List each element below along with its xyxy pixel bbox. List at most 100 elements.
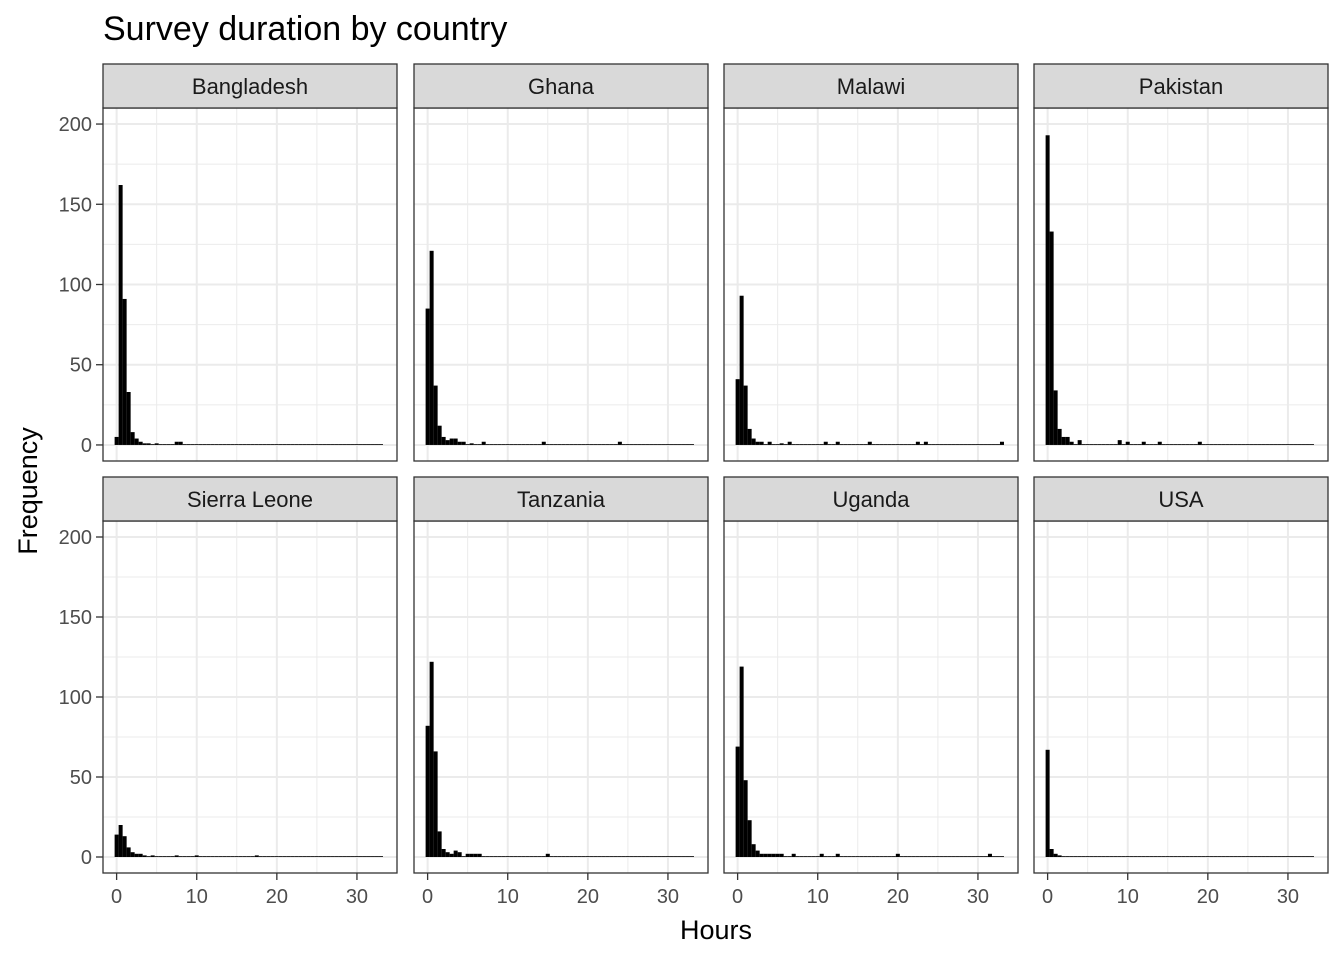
histogram-bar [429, 661, 434, 857]
histogram-bar [661, 444, 666, 445]
histogram-bar [823, 441, 828, 445]
histogram-bar [791, 444, 796, 445]
histogram-bar [282, 444, 287, 445]
histogram-bar [1285, 856, 1290, 857]
histogram-bar [907, 444, 912, 445]
histogram-bar [771, 444, 776, 445]
histogram-bar [118, 825, 123, 857]
histogram-bar [222, 444, 227, 445]
x-tick-label: 30 [1277, 886, 1299, 908]
histogram-bar [202, 444, 207, 445]
histogram-bar [1073, 444, 1078, 445]
histogram-bar [130, 432, 135, 445]
histogram-bar [621, 856, 626, 857]
histogram-bar [999, 856, 1004, 857]
histogram-bar [649, 856, 654, 857]
histogram-bar [190, 444, 195, 445]
histogram-bar [803, 444, 808, 445]
histogram-bar [629, 856, 634, 857]
histogram-bar [1297, 856, 1302, 857]
histogram-bar [274, 444, 279, 445]
histogram-bar [791, 853, 796, 857]
histogram-bar [362, 856, 367, 857]
histogram-bar [1245, 444, 1250, 445]
histogram-bar [525, 444, 530, 445]
histogram-bar [1189, 856, 1194, 857]
histogram-bar [1085, 444, 1090, 445]
histogram-bar [501, 856, 506, 857]
histogram-bar [645, 856, 650, 857]
histogram-bar [1301, 856, 1306, 857]
histogram-bar [803, 856, 808, 857]
histogram-bar [557, 856, 562, 857]
histogram-bar [114, 436, 119, 445]
histogram-bar [677, 444, 682, 445]
histogram-bar [1053, 390, 1058, 445]
histogram-bar [533, 856, 538, 857]
y-tick-label: 50 [70, 355, 92, 377]
histogram-bar [162, 856, 167, 857]
histogram-bar [815, 444, 820, 445]
histogram-bar [1057, 428, 1062, 445]
histogram-bar [453, 850, 458, 857]
histogram-bar [122, 836, 127, 857]
histogram-bar [1293, 444, 1298, 445]
histogram-bar [1137, 856, 1142, 857]
histogram-bar [629, 444, 634, 445]
histogram-bar [1309, 856, 1314, 857]
histogram-bar [469, 853, 474, 857]
histogram-bar [971, 444, 976, 445]
histogram-bar [1149, 856, 1154, 857]
histogram-bar [1085, 856, 1090, 857]
histogram-bar [763, 853, 768, 857]
histogram-bar [1193, 444, 1198, 445]
histogram-bar [461, 856, 466, 857]
histogram-bar [370, 444, 375, 445]
histogram-bar [1177, 856, 1182, 857]
histogram-bar [1261, 444, 1266, 445]
histogram-bar [222, 856, 227, 857]
histogram-bar [258, 856, 263, 857]
histogram-bar [537, 444, 542, 445]
histogram-bar [202, 856, 207, 857]
histogram-bar [306, 444, 311, 445]
histogram-bar [847, 444, 852, 445]
histogram-bar [1269, 856, 1274, 857]
chart-title: Survey duration by country [103, 10, 507, 48]
histogram-bar [955, 444, 960, 445]
histogram-bar [509, 856, 514, 857]
x-tick-label: 0 [111, 886, 122, 908]
histogram-bar [617, 856, 622, 857]
y-tick-label: 200 [59, 527, 92, 549]
histogram-bar [1117, 856, 1122, 857]
histogram-bar [577, 444, 582, 445]
histogram-bar [541, 856, 546, 857]
histogram-bar [186, 856, 191, 857]
histogram-bar [481, 856, 486, 857]
histogram-bar [1225, 444, 1230, 445]
histogram-bar [1053, 853, 1058, 857]
histogram-bar [1209, 856, 1214, 857]
histogram-bar [1169, 444, 1174, 445]
histogram-bar [1233, 856, 1238, 857]
histogram-bar [963, 856, 968, 857]
histogram-bar [170, 856, 175, 857]
histogram-bar [525, 856, 530, 857]
histogram-bar [887, 444, 892, 445]
histogram-bar [609, 856, 614, 857]
histogram-bar [573, 444, 578, 445]
histogram-bar [779, 443, 784, 445]
histogram-bar [166, 856, 171, 857]
histogram-bar [1189, 444, 1194, 445]
histogram-bar [895, 444, 900, 445]
x-axis-label: Hours [680, 915, 752, 945]
histogram-bar [449, 438, 454, 445]
histogram-bar [290, 856, 295, 857]
histogram-bar [875, 444, 880, 445]
histogram-bar [843, 444, 848, 445]
histogram-bar [1241, 444, 1246, 445]
histogram-bar [1225, 856, 1230, 857]
y-tick-label: 150 [59, 194, 92, 216]
histogram-bar [1249, 856, 1254, 857]
histogram-bar [1157, 441, 1162, 445]
